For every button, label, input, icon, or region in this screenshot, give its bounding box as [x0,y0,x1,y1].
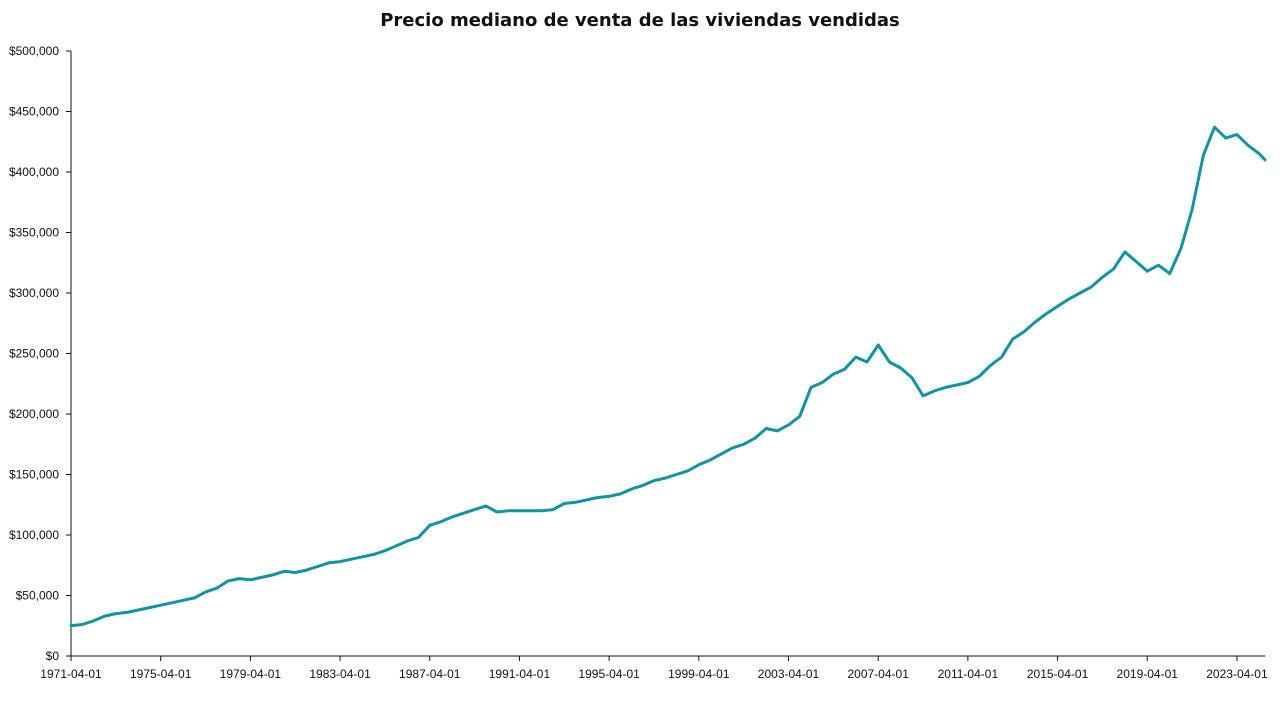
y-tick-label: $350,000 [9,226,59,240]
y-tick-label: $0 [46,649,60,663]
chart-title: Precio mediano de venta de las viviendas… [380,10,900,31]
x-tick-label: 1971-04-01 [40,667,102,681]
y-tick-label: $100,000 [9,528,59,542]
y-tick-label: $500,000 [9,44,59,58]
series-line [69,125,1267,628]
x-tick-label: 2023-04-01 [1206,667,1268,681]
x-tick-label: 1991-04-01 [489,667,551,681]
y-tick-label: $150,000 [9,468,59,482]
x-tick-label: 1975-04-01 [130,667,192,681]
y-tick-label: $200,000 [9,407,59,421]
x-tick-label: 2015-04-01 [1027,667,1089,681]
y-tick-label: $250,000 [9,347,59,361]
x-tick-label: 1995-04-01 [578,667,640,681]
x-tick-label: 2003-04-01 [758,667,820,681]
y-tick-label: $450,000 [9,105,59,119]
x-tick-label: 1999-04-01 [668,667,730,681]
x-tick-label: 2019-04-01 [1117,667,1179,681]
y-tick-label: $300,000 [9,286,59,300]
x-tick-label: 1979-04-01 [220,667,282,681]
x-tick-label: 1983-04-01 [309,667,371,681]
y-tick-label: $50,000 [16,589,60,603]
x-tick-label: 2007-04-01 [847,667,909,681]
x-tick-label: 2011-04-01 [938,667,999,681]
x-tick-label: 1987-04-01 [399,667,461,681]
y-tick-label: $400,000 [9,165,59,179]
